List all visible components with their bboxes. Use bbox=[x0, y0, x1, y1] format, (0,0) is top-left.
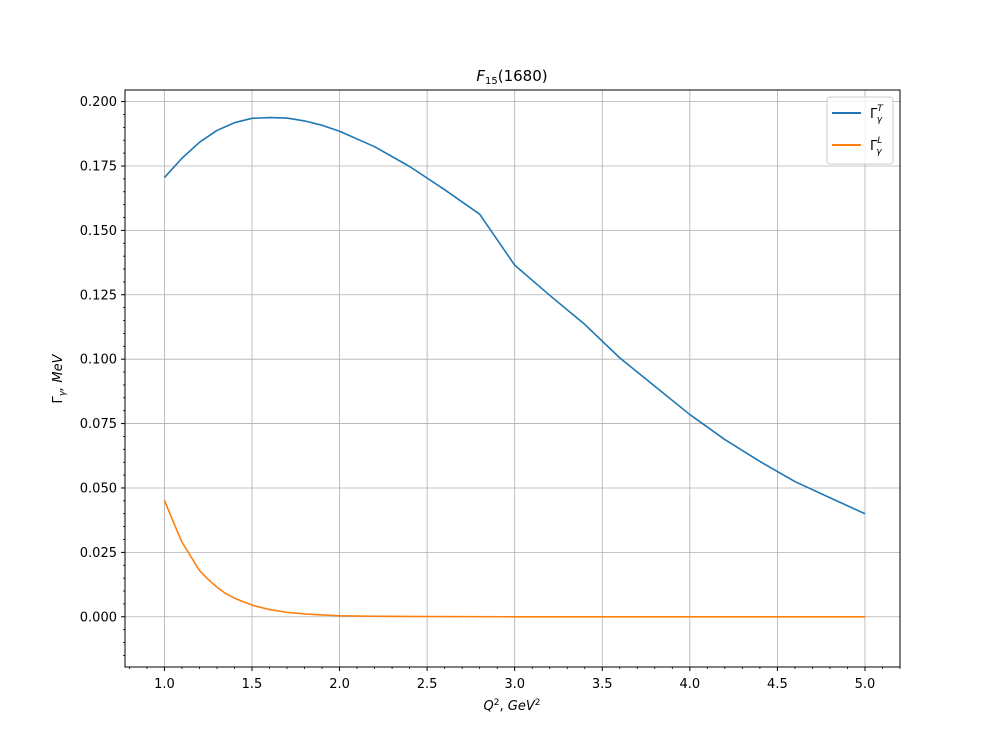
x-tick-label: 5.0 bbox=[855, 677, 876, 692]
x-axis-ticks: 1.0 1.5 2.0 2.5 3.0 3.5 4.0 4.5 5.0 bbox=[128, 667, 901, 692]
x-tick-label: 1.0 bbox=[154, 677, 175, 692]
y-label-gamma: Γ bbox=[51, 395, 66, 403]
x-tick-label: 3.5 bbox=[592, 677, 613, 692]
x-label-unit-superscript: 2 bbox=[535, 698, 541, 708]
x-tick-label: 3.0 bbox=[504, 677, 525, 692]
y-tick-label: 0.025 bbox=[80, 546, 117, 561]
x-tick-label: 1.5 bbox=[242, 677, 263, 692]
series-lines bbox=[163, 116, 866, 618]
legend-longitudinal-gamma: Γ bbox=[870, 139, 878, 154]
y-axis-ticks: 0.000 0.025 0.050 0.075 0.100 0.125 0.150 0.175… bbox=[80, 95, 125, 656]
y-tick-label: 0.150 bbox=[80, 224, 117, 239]
x-tick-label: 2.5 bbox=[417, 677, 438, 692]
y-tick-label: 0.050 bbox=[80, 481, 117, 496]
series-line-transverse bbox=[163, 116, 866, 515]
x-tick-label: 2.0 bbox=[329, 677, 350, 692]
y-tick-label: 0.125 bbox=[80, 288, 117, 303]
legend-box bbox=[826, 96, 894, 165]
series-line-longitudinal bbox=[163, 500, 865, 618]
plot-area-frame bbox=[124, 89, 901, 668]
x-axis-label: Q2, GeV2 bbox=[484, 698, 541, 714]
chart-title: F15(1680) bbox=[476, 67, 547, 87]
legend-label-longitudinal: ΓL γ bbox=[870, 136, 882, 157]
y-tick-label: 0.100 bbox=[80, 353, 117, 368]
x-label-unit: GeV bbox=[508, 699, 536, 714]
x-label-separator: , bbox=[500, 699, 508, 714]
title-base: F bbox=[476, 67, 485, 85]
legend-transverse-subscript: γ bbox=[877, 115, 883, 125]
x-label-q-superscript: 2 bbox=[494, 698, 500, 708]
legend: ΓT γ ΓL γ bbox=[826, 96, 894, 165]
y-label-subscript: γ bbox=[58, 390, 68, 396]
legend-longitudinal-superscript: L bbox=[877, 136, 882, 146]
x-label-q: Q bbox=[484, 699, 494, 714]
y-tick-label: 0.175 bbox=[80, 159, 117, 174]
y-axis-label: Γγ, MeV bbox=[51, 353, 68, 403]
y-tick-label: 0.200 bbox=[80, 95, 117, 110]
y-tick-label: 0.075 bbox=[80, 417, 117, 432]
title-subscript: 15 bbox=[485, 76, 498, 87]
y-tick-label: 0.000 bbox=[80, 610, 117, 625]
y-label-unit: , MeV bbox=[51, 353, 66, 390]
title-tail: (1680) bbox=[498, 67, 548, 85]
legend-longitudinal-subscript: γ bbox=[876, 147, 882, 157]
x-tick-label: 4.5 bbox=[767, 677, 788, 692]
legend-transverse-gamma: Γ bbox=[870, 107, 878, 122]
legend-label-transverse: ΓT γ bbox=[870, 104, 884, 125]
x-tick-label: 4.0 bbox=[679, 677, 700, 692]
grid-lines bbox=[125, 90, 900, 667]
legend-transverse-superscript: T bbox=[877, 104, 884, 114]
